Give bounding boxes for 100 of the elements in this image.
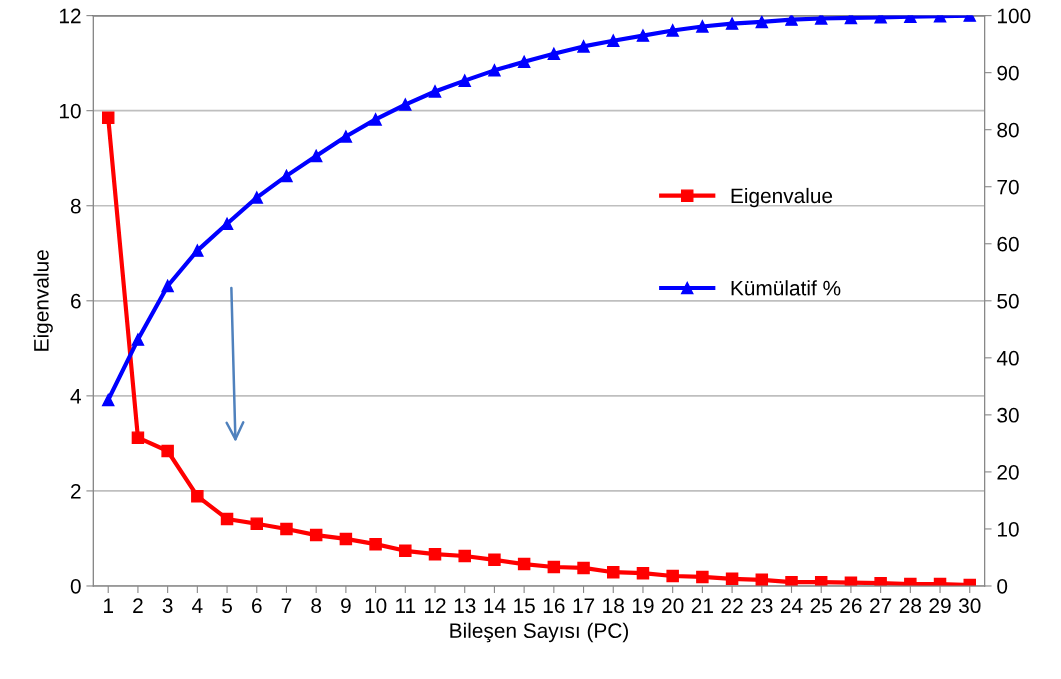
x-tick-label: 4 (192, 598, 203, 613)
x-tick-label: 20 (662, 598, 684, 614)
x-tick-label: 22 (721, 598, 743, 613)
point (725, 572, 739, 586)
point (844, 576, 858, 586)
point (607, 565, 620, 579)
point (309, 528, 323, 542)
point (666, 24, 679, 37)
y2-tick-label: 90 (997, 65, 1019, 81)
x-tick-label: 13 (454, 598, 476, 614)
x-tick-label: 10 (365, 598, 387, 614)
y-tick-label: 4 (70, 389, 81, 404)
point (369, 113, 382, 126)
point (755, 15, 769, 29)
point (161, 279, 174, 293)
y2-tick-label: 0 (997, 578, 1008, 594)
x-tick-label: 12 (425, 598, 446, 613)
point (131, 333, 145, 346)
x-tick-label: 28 (899, 598, 922, 614)
x-tick-label: 29 (929, 598, 951, 614)
point (369, 537, 382, 551)
x-tick-label: 3 (162, 598, 173, 614)
legend-label: Kümülatif % (731, 280, 841, 296)
y-tick-label: 10 (59, 103, 81, 119)
point (696, 20, 709, 33)
point (280, 522, 293, 536)
point (696, 570, 709, 584)
point (636, 566, 650, 580)
legend-label: Eigenvalue (731, 187, 833, 208)
y2-tick-label: 60 (997, 236, 1019, 252)
point (488, 64, 501, 77)
x-tick-label: 16 (543, 598, 565, 614)
y2-tick-label: 20 (997, 464, 1019, 480)
x-tick-label: 15 (514, 598, 535, 614)
y2-tick-label: 40 (996, 350, 1019, 366)
point (458, 74, 471, 87)
x-tick-label: 18 (603, 598, 624, 614)
point (517, 557, 531, 571)
point (577, 40, 590, 53)
point (220, 217, 234, 231)
point (309, 149, 323, 163)
point (399, 544, 412, 558)
point (339, 532, 353, 546)
point (785, 15, 798, 26)
x-tick-label: 11 (396, 598, 416, 613)
x-tick-label: 25 (810, 598, 832, 614)
point (191, 244, 204, 257)
y2-tick-label: 10 (998, 521, 1019, 537)
x-tick-label: 24 (780, 598, 803, 613)
point (814, 15, 828, 25)
point (339, 130, 353, 143)
y-tick-label: 2 (71, 483, 81, 499)
point (161, 444, 174, 458)
point (785, 575, 798, 586)
x-tick-label: 14 (484, 598, 506, 613)
x-tick-label: 2 (133, 598, 143, 613)
point (428, 547, 442, 561)
x-tick-label: 17 (573, 598, 595, 613)
x-tick-label: 6 (252, 598, 262, 614)
y2-tick-label: 80 (997, 122, 1019, 138)
x-tick-label: 8 (311, 598, 322, 614)
y-axis-title: Eigenvalue (33, 250, 53, 351)
y2-tick-label: 50 (997, 293, 1019, 309)
point (666, 569, 679, 583)
y-tick-label: 0 (70, 578, 81, 594)
point (607, 34, 620, 47)
point (428, 85, 442, 98)
x-tick-label: 9 (341, 598, 351, 614)
point (220, 512, 234, 526)
x-tick-label: 27 (870, 598, 892, 613)
point (577, 561, 590, 575)
x-tick-label: 26 (840, 598, 862, 614)
point (725, 17, 739, 30)
point (874, 576, 887, 586)
point (547, 47, 561, 61)
point (547, 560, 561, 574)
point (636, 29, 650, 42)
y2-tick-label: 100 (998, 8, 1031, 24)
x-axis-title: Bileşen Sayısı (PC) (450, 622, 628, 643)
point (131, 431, 145, 444)
point (488, 553, 501, 567)
point (101, 393, 115, 407)
y-tick-label: 8 (70, 198, 81, 214)
x-tick-label: 19 (632, 598, 654, 614)
x-tick-label: 30 (958, 598, 981, 614)
x-tick-label: 1 (104, 598, 113, 613)
point (191, 489, 204, 503)
y2-tick-label: 30 (997, 407, 1019, 423)
y-tick-label: 12 (59, 8, 81, 24)
x-tick-label: 23 (751, 598, 773, 614)
y2-tick-label: 70 (997, 179, 1019, 195)
x-tick-label: 5 (222, 598, 232, 614)
point (280, 169, 293, 183)
point (458, 549, 471, 563)
point (101, 111, 115, 125)
point (844, 15, 858, 25)
x-tick-label: 21 (691, 598, 713, 613)
point (250, 517, 264, 530)
point (250, 191, 264, 204)
x-tick-label: 7 (281, 598, 292, 613)
